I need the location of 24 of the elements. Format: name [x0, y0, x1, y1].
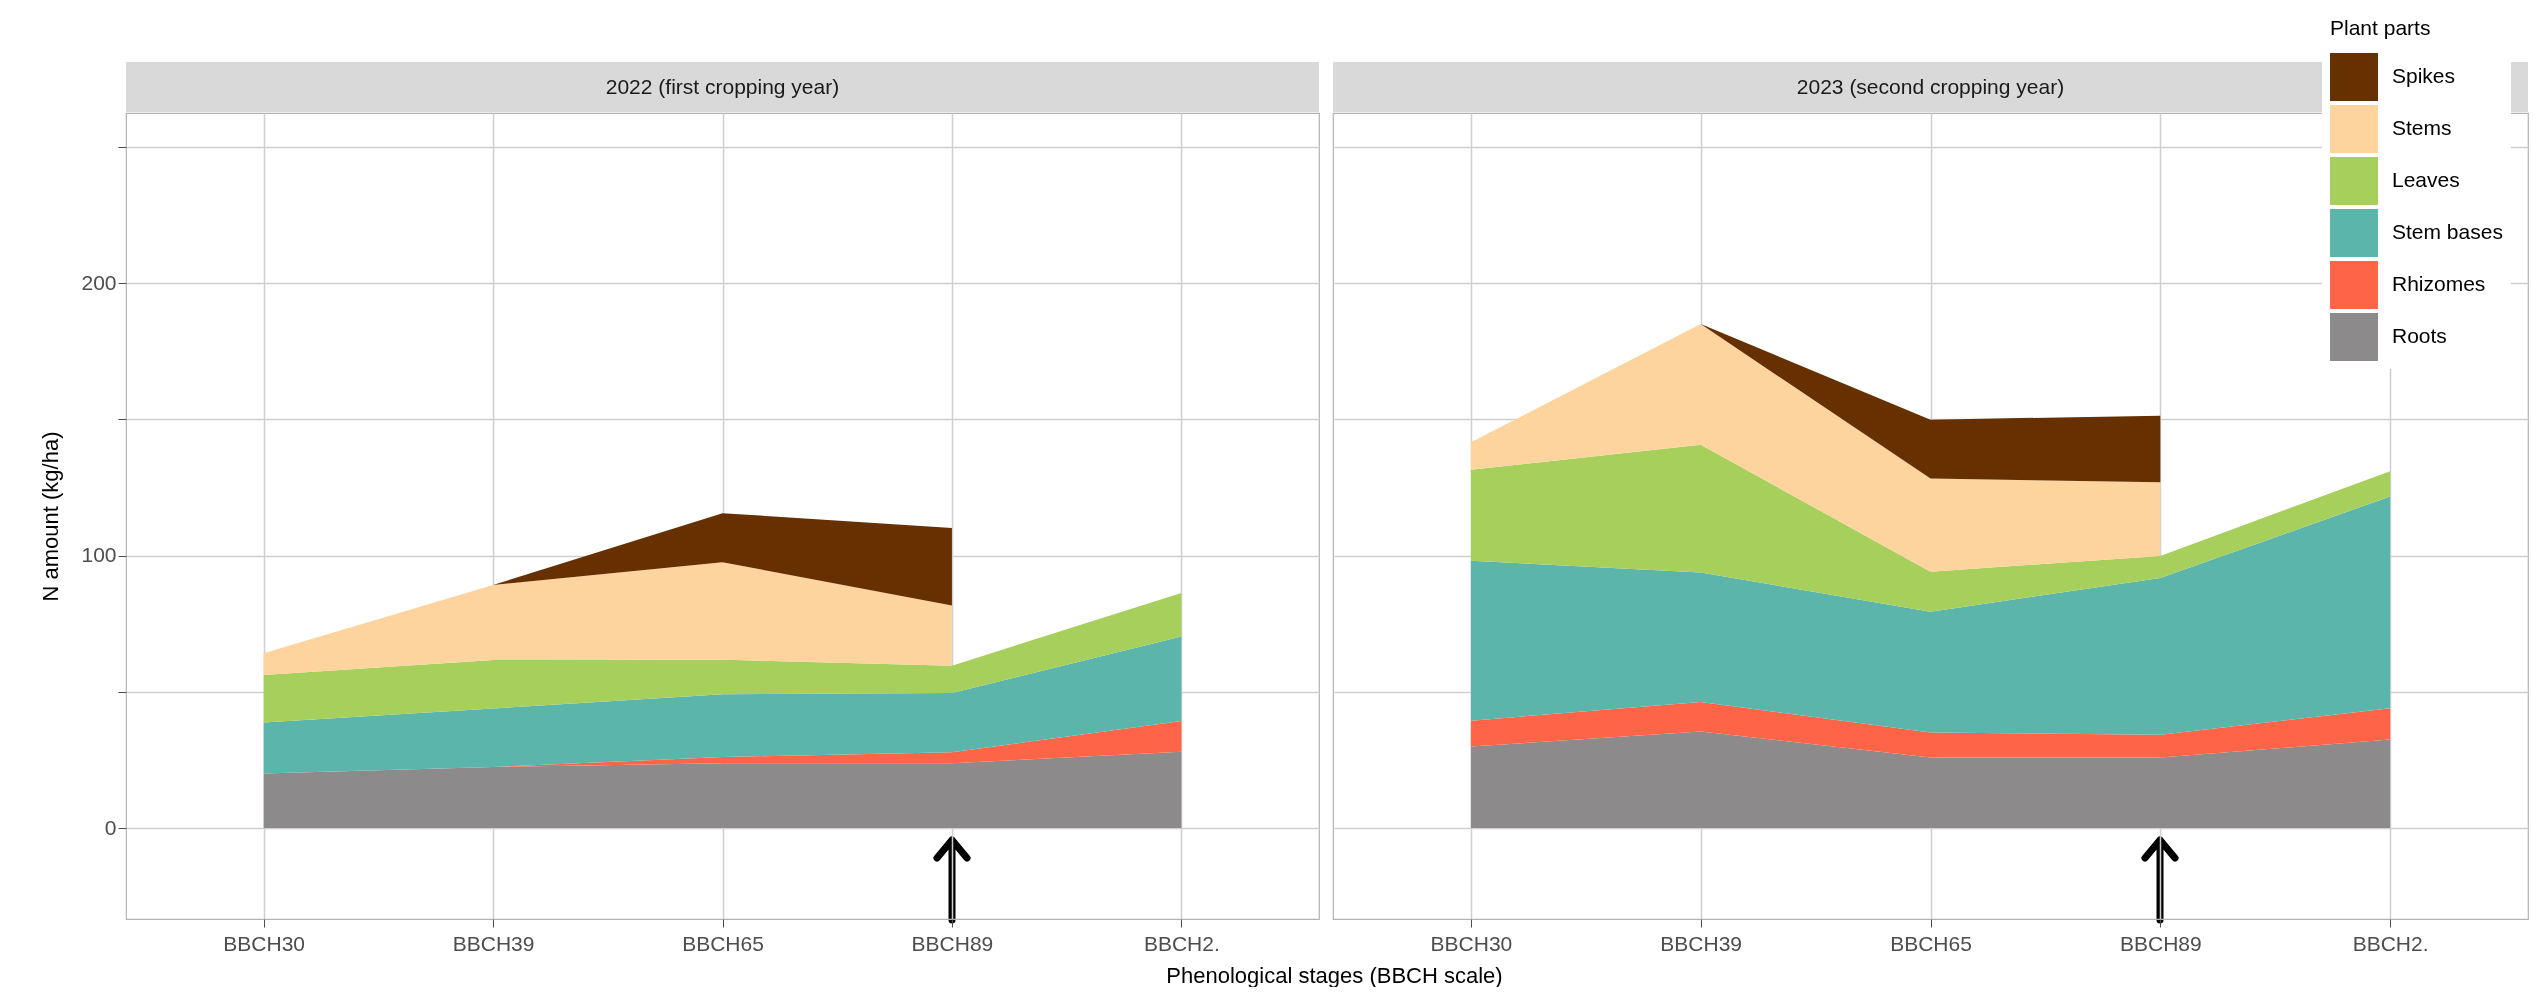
x-tick-label: BBCH65 [1890, 931, 1972, 955]
x-tick-label: BBCH89 [2119, 931, 2202, 955]
x-tick-label: BBCH30 [1430, 931, 1513, 955]
x-tick-label: BBCH39 [1660, 931, 1743, 955]
x-axis-title: Phenological stages (BBCH scale) [1166, 962, 1503, 988]
y-axis-title: N amount (kg/ha) [38, 431, 64, 602]
chart-title: 2023 (second cropping year) [1796, 75, 2065, 98]
legend-label: Stem bases [2392, 220, 2503, 243]
x-tick-label: BBCH2. [1143, 931, 1220, 955]
x-tick-label: BBCH30 [223, 931, 306, 955]
y-tick-label: 100 [81, 543, 117, 567]
x-tick-label: BBCH89 [911, 931, 994, 955]
legend-label: Leaves [2392, 168, 2460, 191]
legend-label: Rhizomes [2392, 272, 2486, 295]
legend-label: Roots [2392, 324, 2447, 347]
legend-label: Spikes [2392, 64, 2456, 87]
chart-title: 2022 (first cropping year) [126, 62, 1319, 112]
x-tick-label: BBCH39 [452, 931, 535, 955]
legend-title: Plant parts [2330, 16, 2431, 39]
legend-label: Stems [2392, 116, 2452, 139]
x-tick-label: BBCH2. [2352, 931, 2429, 955]
x-tick-label: BBCH65 [682, 931, 764, 955]
y-tick-label: 200 [81, 270, 117, 294]
y-tick-label: 0 [104, 815, 117, 839]
